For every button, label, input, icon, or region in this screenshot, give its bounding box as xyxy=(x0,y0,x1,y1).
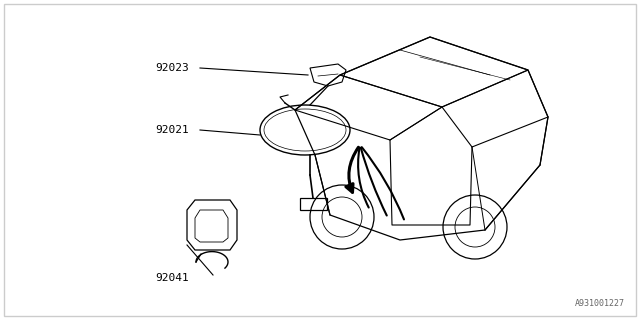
Text: A931001227: A931001227 xyxy=(575,299,625,308)
Text: 92023: 92023 xyxy=(155,63,189,73)
Text: 92021: 92021 xyxy=(155,125,189,135)
Text: 92041: 92041 xyxy=(155,273,189,283)
